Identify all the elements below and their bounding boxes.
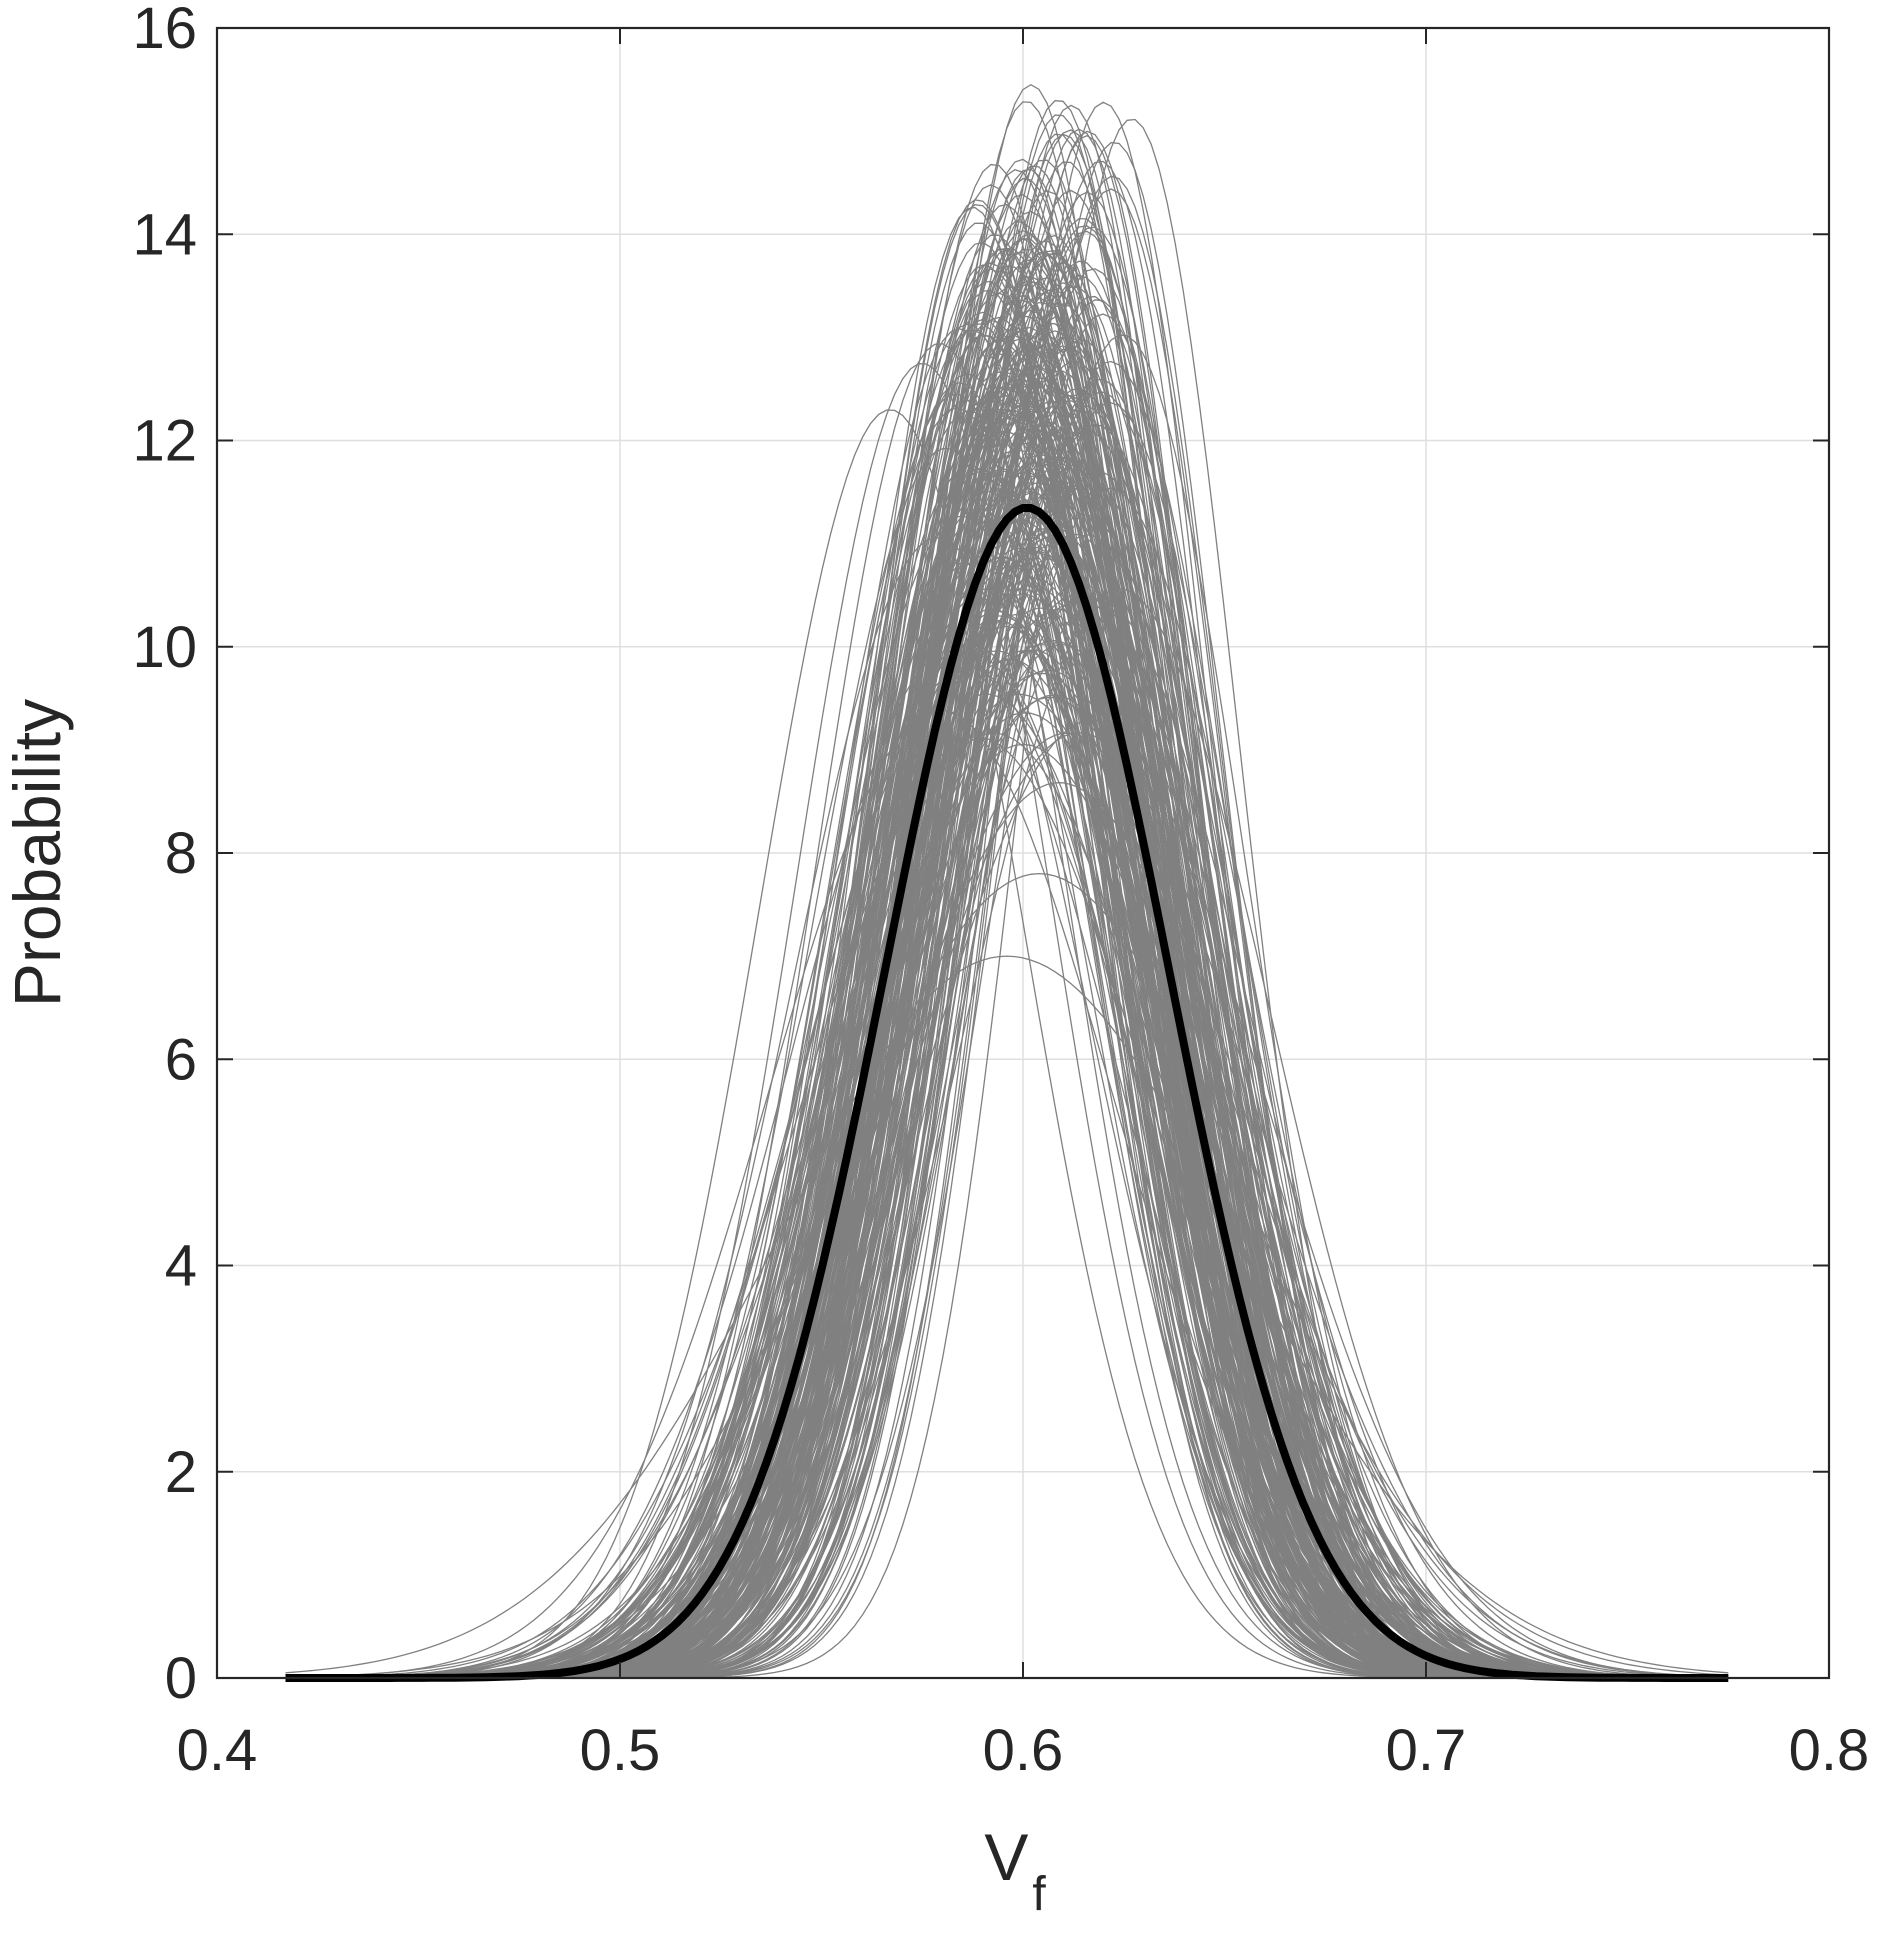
y-tick-label: 10 xyxy=(132,615,197,680)
y-axis-label: Probability xyxy=(0,699,74,1007)
y-tick-label: 16 xyxy=(132,0,197,61)
y-tick-label: 4 xyxy=(165,1234,197,1299)
gridlines xyxy=(217,28,1829,1678)
y-tick-label: 0 xyxy=(165,1646,197,1711)
y-tick-label: 6 xyxy=(165,1027,197,1092)
x-tick-label: 0.6 xyxy=(983,1718,1064,1783)
x-tick-label: 0.8 xyxy=(1789,1718,1870,1783)
y-tick-label: 8 xyxy=(165,821,197,886)
mean-curve-group xyxy=(285,504,1729,1682)
x-axis-label: Vf xyxy=(984,1820,1046,1921)
sample-curve xyxy=(285,731,1729,1679)
sample-curve xyxy=(285,693,1729,1679)
y-tick-label: 2 xyxy=(165,1440,197,1505)
y-tick-label: 12 xyxy=(132,409,197,474)
sample-curve xyxy=(285,955,1729,1674)
y-tick-labels: 0 2 4 6 8 10 12 14 16 xyxy=(132,0,197,1711)
sample-curve xyxy=(285,658,1729,1679)
x-tick-label: 0.7 xyxy=(1386,1718,1467,1783)
x-tick-labels: 0.4 0.5 0.6 0.7 0.8 xyxy=(177,1718,1870,1783)
tick-marks xyxy=(216,27,1830,1679)
y-tick-label: 14 xyxy=(132,202,197,267)
x-tick-label: 0.5 xyxy=(580,1718,661,1783)
sample-curve xyxy=(285,712,1729,1679)
x-tick-label: 0.4 xyxy=(177,1718,258,1783)
mean-curve xyxy=(285,504,1729,1682)
